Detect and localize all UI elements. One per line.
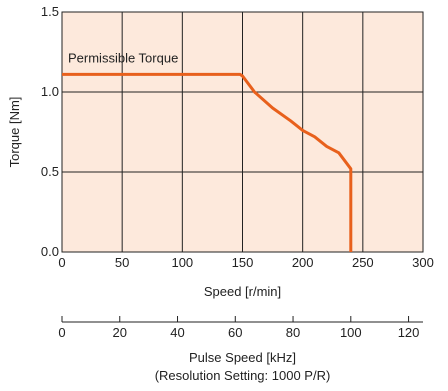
secondary-x-tick-label: 120 xyxy=(398,325,420,340)
x-tick-label: 50 xyxy=(115,255,129,270)
y-axis-title: Torque [Nm] xyxy=(7,97,22,168)
y-tick-label: 0.5 xyxy=(41,164,59,179)
secondary-x-tick-label: 80 xyxy=(286,325,300,340)
resolution-note: (Resolution Setting: 1000 P/R) xyxy=(155,368,331,383)
x-axis-title: Speed [r/min] xyxy=(204,284,281,299)
y-ticks: 0.0 0.5 1.0 1.5 xyxy=(41,4,59,259)
secondary-x-tick-label: 0 xyxy=(58,325,65,340)
x-tick-label: 150 xyxy=(232,255,254,270)
permissible-torque-label: Permissible Torque xyxy=(68,50,178,65)
y-tick-label: 0.0 xyxy=(41,244,59,259)
secondary-x-tick-label: 100 xyxy=(340,325,362,340)
primary-x-ticks: 0 50 100 150 200 250 300 xyxy=(58,255,433,270)
x-tick-label: 0 xyxy=(58,255,65,270)
secondary-x-tick-label: 40 xyxy=(170,325,184,340)
secondary-x-axis-title: Pulse Speed [kHz] xyxy=(189,350,296,365)
secondary-x-tick-label: 20 xyxy=(113,325,127,340)
x-tick-label: 100 xyxy=(171,255,193,270)
y-tick-label: 1.0 xyxy=(41,84,59,99)
secondary-x-ticks: 0 20 40 60 80 100 120 xyxy=(58,316,419,340)
plot-border xyxy=(61,11,424,253)
x-tick-label: 200 xyxy=(292,255,314,270)
x-tick-label: 250 xyxy=(352,255,374,270)
torque-curve xyxy=(62,72,353,252)
secondary-x-tick-label: 60 xyxy=(228,325,242,340)
x-tick-label: 300 xyxy=(412,255,434,270)
y-tick-label: 1.5 xyxy=(41,4,59,19)
